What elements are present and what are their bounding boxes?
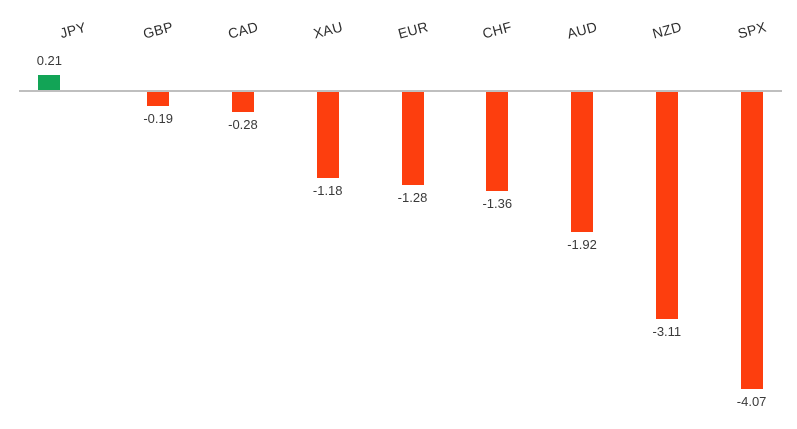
value-label-gbp: -0.19 xyxy=(143,110,173,126)
bar-jpy xyxy=(38,74,61,90)
category-label-gbp: GBP xyxy=(141,18,175,42)
category-label-aud: AUD xyxy=(565,18,599,42)
bar-cad xyxy=(231,92,254,113)
category-label-spx: SPX xyxy=(735,18,768,42)
category-label-chf: CHF xyxy=(480,18,514,42)
category-label-nzd: NZD xyxy=(650,18,684,42)
bar-chf xyxy=(486,92,509,192)
value-label-nzd: -3.11 xyxy=(652,324,682,340)
value-label-xau: -1.18 xyxy=(312,183,343,199)
bar-nzd xyxy=(655,92,678,320)
bar-gbp xyxy=(147,92,170,106)
value-label-jpy: 0.21 xyxy=(36,52,63,68)
bar-aud xyxy=(571,92,594,233)
value-label-spx: -4.07 xyxy=(736,394,767,410)
category-label-jpy: JPY xyxy=(58,18,89,42)
value-label-aud: -1.92 xyxy=(567,237,597,253)
category-label-eur: EUR xyxy=(395,18,430,42)
category-label-xau: XAU xyxy=(311,18,345,42)
zero-baseline xyxy=(19,90,782,92)
value-label-cad: -0.28 xyxy=(228,117,258,133)
bar-spx xyxy=(740,92,763,390)
value-label-eur: -1.28 xyxy=(397,190,428,206)
bar-eur xyxy=(401,92,424,186)
category-label-cad: CAD xyxy=(226,18,260,42)
bar-xau xyxy=(316,92,339,179)
value-label-chf: -1.36 xyxy=(482,196,513,212)
